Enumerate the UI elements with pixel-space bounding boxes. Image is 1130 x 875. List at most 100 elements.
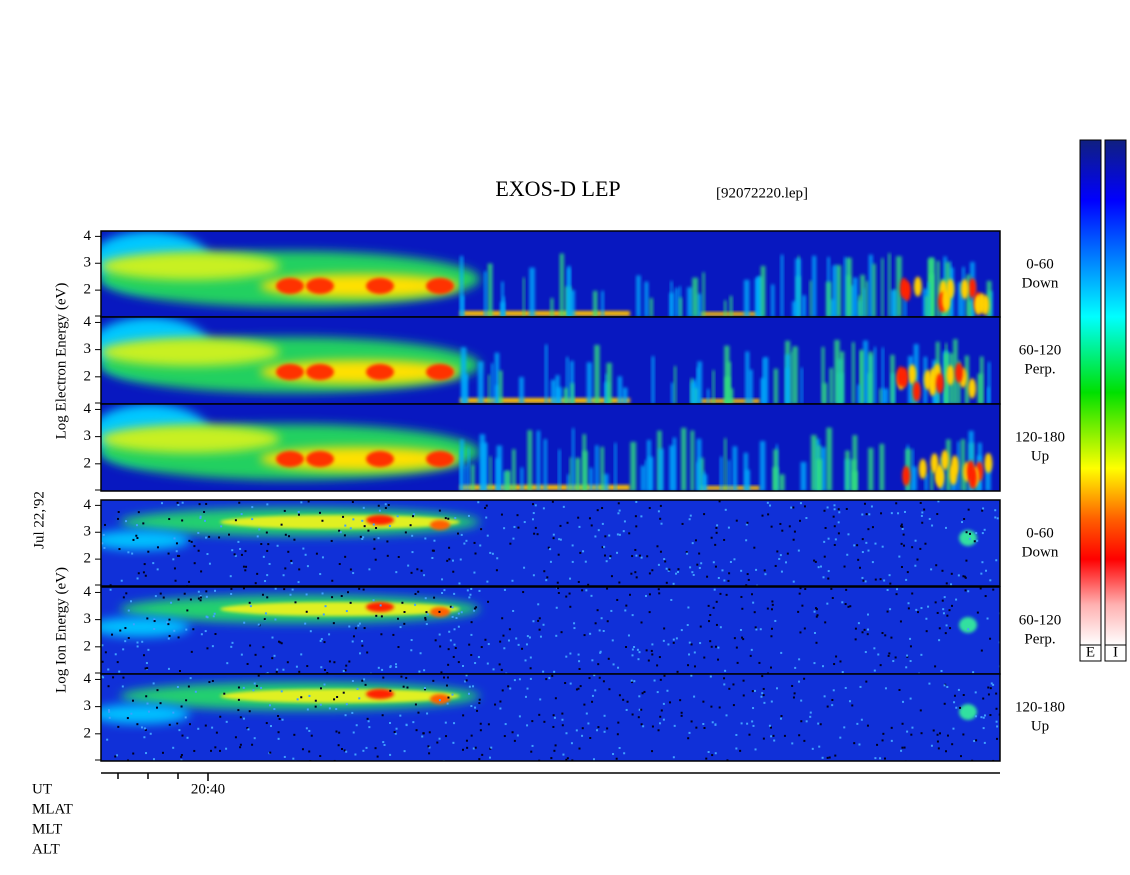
speckle [751, 690, 754, 693]
speckle [873, 647, 876, 650]
speckle [533, 532, 536, 535]
speckle [432, 679, 435, 682]
speckle [703, 726, 706, 729]
spike [858, 295, 862, 317]
speckle [831, 596, 834, 599]
speckle [234, 554, 237, 557]
spike [600, 446, 605, 491]
speckle [553, 749, 556, 752]
speckle [214, 589, 217, 592]
speckle [375, 527, 378, 530]
speckle [647, 659, 650, 662]
speckle [328, 633, 331, 636]
speckle [118, 548, 121, 551]
blob [899, 277, 908, 298]
speckle [481, 753, 484, 756]
speckle [771, 603, 774, 606]
speckle [799, 587, 802, 590]
speckle [457, 625, 460, 628]
speckle [989, 687, 992, 690]
speckle [249, 644, 252, 647]
speckle [344, 555, 347, 558]
speckle [746, 573, 749, 576]
blob [101, 338, 280, 366]
speckle [368, 726, 371, 729]
speckle [714, 565, 717, 568]
y-tick-label: 3 [84, 428, 92, 444]
speckle [523, 521, 526, 524]
speckle [192, 628, 195, 631]
speckle [208, 681, 211, 684]
speckle [245, 565, 248, 568]
speckle [962, 575, 965, 578]
speckle [477, 501, 480, 504]
speckle [288, 535, 291, 538]
speckle [983, 714, 986, 717]
speckle [417, 711, 420, 714]
speckle [434, 639, 437, 642]
speckle [761, 692, 764, 695]
speckle [204, 630, 207, 633]
speckle [900, 749, 903, 752]
speckle [237, 698, 240, 701]
spike [706, 388, 710, 404]
speckle [511, 731, 514, 734]
speckle [696, 563, 699, 566]
speckle [666, 689, 669, 692]
speckle [352, 572, 355, 575]
speckle [156, 689, 159, 692]
speckle [205, 595, 208, 598]
speckle [361, 640, 364, 643]
speckle [199, 515, 202, 518]
speckle [152, 758, 155, 761]
speckle [282, 574, 285, 577]
blob [935, 464, 944, 485]
speckle [612, 663, 615, 666]
speckle [729, 560, 732, 563]
speckle [698, 552, 701, 555]
speckle [638, 554, 641, 557]
speckle [856, 722, 859, 725]
speckle [412, 513, 415, 516]
spike [617, 376, 623, 404]
speckle [243, 621, 246, 624]
spike [601, 290, 604, 317]
speckle [526, 687, 529, 690]
speckle [596, 609, 599, 612]
speckle [581, 589, 584, 592]
blob [101, 617, 190, 637]
speckle [237, 540, 240, 543]
speckle [640, 556, 643, 559]
speckle [945, 750, 948, 753]
speckle [791, 684, 794, 687]
speckle [783, 734, 786, 737]
speckle [200, 570, 203, 573]
speckle [135, 524, 138, 527]
speckle [811, 747, 814, 750]
blob [276, 364, 304, 380]
speckle [714, 645, 717, 648]
speckle [246, 726, 249, 729]
y-axis-label: Log Electron Energy (eV) [53, 283, 69, 440]
speckle [351, 640, 354, 643]
file-name: [92072220.lep] [716, 185, 808, 201]
speckle [672, 756, 675, 759]
speckle [125, 520, 128, 523]
speckle [651, 569, 654, 572]
spike [606, 362, 612, 404]
speckle [821, 756, 824, 759]
speckle [125, 592, 128, 595]
speckle [798, 680, 801, 683]
speckle [902, 700, 905, 703]
speckle [561, 718, 564, 721]
speckle [989, 579, 992, 582]
speckle [358, 587, 361, 590]
speckle [147, 710, 150, 713]
speckle [936, 513, 939, 516]
speckle [352, 635, 355, 638]
speckle [618, 581, 621, 584]
spike [785, 367, 790, 404]
speckle [305, 610, 308, 613]
speckle [597, 529, 600, 532]
speckle [356, 687, 359, 690]
